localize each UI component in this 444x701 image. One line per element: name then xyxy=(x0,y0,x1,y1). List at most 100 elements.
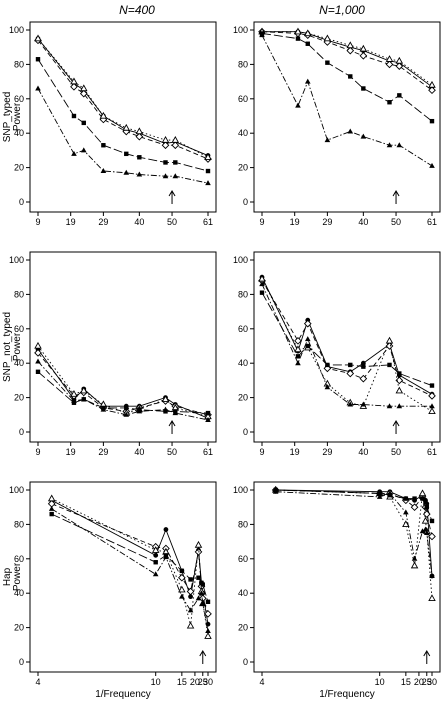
data-point-triangle xyxy=(205,628,211,634)
data-point-square xyxy=(348,362,353,368)
x-tick-label: 10 xyxy=(151,677,161,687)
y-tick-label: 40 xyxy=(14,128,24,138)
series-line xyxy=(51,503,209,614)
data-point-triangle xyxy=(198,590,205,596)
data-point-diamond xyxy=(204,610,212,618)
data-point-diamond xyxy=(359,374,368,383)
y-tick-label: 40 xyxy=(238,588,248,598)
series-line xyxy=(262,31,433,88)
series-line xyxy=(51,498,209,637)
series-line xyxy=(37,40,209,160)
y-tick-label: 100 xyxy=(233,25,248,35)
data-point-diamond xyxy=(385,60,394,69)
data-point-diamond xyxy=(294,337,302,345)
data-point-diamond xyxy=(395,376,404,385)
plot-frame xyxy=(253,251,441,443)
data-point-triangle-open xyxy=(122,123,131,131)
data-point-diamond xyxy=(395,62,404,70)
data-point-square xyxy=(429,118,435,124)
data-point-diamond xyxy=(186,587,195,596)
data-point-triangle-open xyxy=(323,34,332,42)
data-point-triangle xyxy=(35,358,41,364)
y-tick-label: 60 xyxy=(14,94,24,104)
data-point-triangle-open xyxy=(385,55,394,62)
data-point-triangle xyxy=(80,396,87,402)
data-point-triangle xyxy=(71,398,77,404)
series-line xyxy=(37,38,209,158)
x-tick-label: 25 xyxy=(198,677,208,687)
column-title-n400: N=400 xyxy=(119,3,155,17)
data-point-square xyxy=(361,86,366,91)
data-point-triangle xyxy=(48,505,55,511)
data-point-triangle xyxy=(304,336,311,342)
x-tick-label: 30 xyxy=(203,677,213,687)
data-point-square xyxy=(49,511,54,517)
series-line xyxy=(37,371,209,414)
data-point-triangle-open xyxy=(294,345,302,353)
data-point-triangle xyxy=(419,528,426,534)
data-point-square xyxy=(348,74,353,79)
y-tick-label: 40 xyxy=(14,588,24,598)
y-tick-label: 80 xyxy=(238,289,248,299)
data-point-triangle-open xyxy=(428,80,436,88)
data-point-triangle xyxy=(376,493,383,499)
series-line xyxy=(51,508,209,632)
data-point-triangle-open xyxy=(204,632,212,639)
y-axis-label-power: Power xyxy=(12,332,23,361)
x-axis-label: 1/Frequency xyxy=(319,689,375,700)
x-tick-label: 19 xyxy=(66,447,76,457)
data-point-square xyxy=(377,491,382,496)
series-line xyxy=(37,58,209,172)
panel-snp-typed-400: 0 20 40 60 80 100 9 19 29 40 50 61 SNP_typed Power xyxy=(2,21,217,227)
data-point-square xyxy=(305,41,310,46)
series-line xyxy=(261,34,433,167)
data-point-square xyxy=(196,575,201,580)
series-line xyxy=(37,352,209,416)
x-tick-label: 29 xyxy=(322,217,332,227)
y-tick-label: 20 xyxy=(14,393,24,403)
x-tick-label: 4 xyxy=(35,677,40,687)
data-point-circle xyxy=(153,552,159,558)
data-point-triangle xyxy=(423,530,430,535)
data-point-diamond xyxy=(178,573,186,582)
data-point-square xyxy=(361,364,366,369)
y-tick-label: 60 xyxy=(14,324,24,334)
x-tick-label: 29 xyxy=(98,217,108,227)
data-point-square xyxy=(295,354,301,359)
data-point-triangle-open xyxy=(135,127,144,135)
data-point-triangle-open xyxy=(359,44,368,52)
data-point-triangle xyxy=(403,509,409,515)
plot-frame xyxy=(29,251,217,443)
series-line xyxy=(51,499,209,625)
x-tick-label: 61 xyxy=(427,217,437,227)
y-tick-label: 20 xyxy=(14,163,24,173)
y-axis-label-power: Power xyxy=(12,102,23,131)
data-point-triangle-open xyxy=(80,386,88,394)
data-point-square xyxy=(35,369,41,374)
y-tick-label: 40 xyxy=(238,358,248,368)
data-point-triangle-open xyxy=(70,390,78,397)
x-tick-label: 15 xyxy=(177,677,187,687)
x-tick-label: 40 xyxy=(358,217,368,227)
data-point-triangle xyxy=(162,173,169,179)
data-point-triangle xyxy=(304,78,311,84)
data-point-triangle xyxy=(152,571,159,577)
data-point-diamond xyxy=(34,349,42,357)
data-point-square xyxy=(325,60,330,65)
data-point-triangle xyxy=(429,162,435,168)
y-tick-label: 100 xyxy=(9,255,24,265)
data-point-triangle xyxy=(136,171,143,177)
data-point-square xyxy=(397,93,402,98)
series-line xyxy=(261,278,433,412)
data-point-square xyxy=(429,383,435,388)
data-point-square xyxy=(424,505,429,510)
series-line xyxy=(261,277,433,395)
y-tick-label: 60 xyxy=(238,94,248,104)
x-tick-label: 50 xyxy=(167,217,177,227)
data-point-square xyxy=(403,496,409,501)
data-point-triangle-open xyxy=(395,386,404,394)
plot-frame xyxy=(253,21,441,213)
data-point-triangle xyxy=(172,410,179,416)
data-point-triangle-open xyxy=(171,135,180,143)
